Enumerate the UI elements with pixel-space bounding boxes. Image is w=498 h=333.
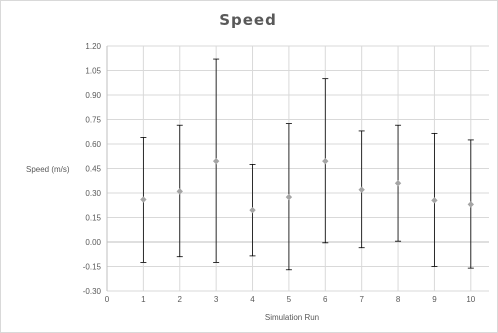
x-tick-label: 6	[323, 295, 328, 304]
x-tick-label: 10	[466, 295, 475, 304]
data-point	[176, 188, 183, 195]
x-tick-label: 7	[359, 295, 364, 304]
y-tick-label: 0.75	[85, 116, 101, 125]
y-tick-label: 0.30	[85, 189, 101, 198]
x-tick-label: 4	[250, 295, 255, 304]
y-tick-label: 0.60	[85, 140, 101, 149]
axes	[106, 46, 489, 291]
x-tick-label: 9	[432, 295, 437, 304]
y-tick-label: 1.05	[85, 67, 101, 76]
x-tick-labels: 0 1 2 3 4 5 6 7 8 9 10	[105, 295, 476, 304]
y-tick-label: 0.15	[85, 214, 101, 223]
data-point	[467, 201, 475, 208]
x-tick-label: 5	[287, 295, 292, 304]
x-tick-label: 1	[141, 295, 146, 304]
y-tick-labels: -0.30 -0.15 0.00 0.15 0.30 0.45 0.60 0.75 0.90 1.…	[83, 42, 102, 296]
gridlines	[106, 45, 489, 292]
y-axis-label: Speed (m/s)	[26, 165, 70, 174]
x-tick-label: 8	[396, 295, 401, 304]
data-point	[322, 157, 329, 165]
x-tick-label: 0	[105, 295, 110, 304]
y-tick-label: 0.45	[85, 165, 101, 174]
y-tick-label: 0.00	[85, 238, 101, 247]
data-point	[285, 193, 293, 201]
data-point	[358, 186, 365, 193]
x-tick-label: 3	[214, 295, 219, 304]
y-tick-label: 1.20	[85, 42, 101, 51]
data-point	[431, 197, 438, 204]
chart-title: Speed	[219, 11, 277, 29]
data-points	[140, 157, 475, 214]
data-point	[140, 196, 147, 203]
y-tick-label: 0.90	[85, 91, 101, 100]
x-tick-label: 2	[178, 295, 183, 304]
y-tick-label: -0.15	[83, 263, 102, 272]
data-point	[249, 206, 256, 214]
data-point	[394, 180, 402, 187]
y-tick-label: -0.30	[83, 287, 102, 296]
data-point	[212, 157, 220, 165]
x-axis-label: Simulation Run	[265, 313, 319, 322]
error-bars	[140, 58, 474, 271]
